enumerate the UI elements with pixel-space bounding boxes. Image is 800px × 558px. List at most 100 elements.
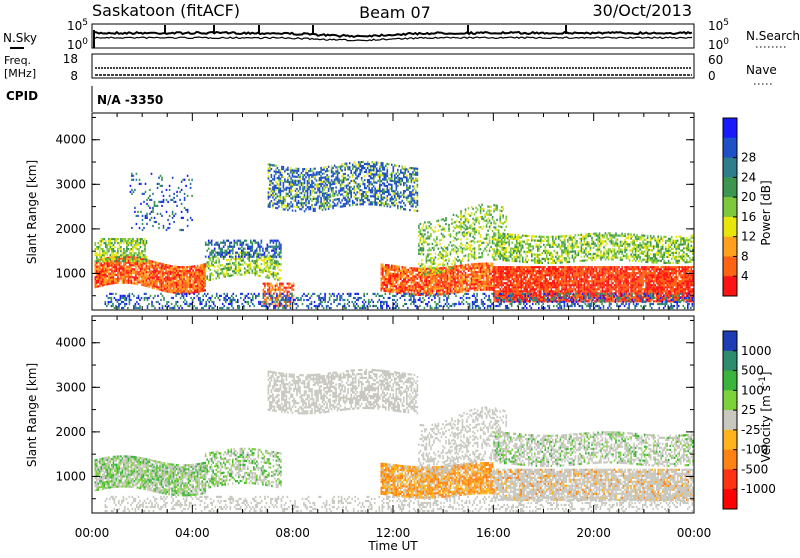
heatmap-cell [237,240,239,242]
heatmap-cell [179,268,181,270]
heatmap-cell [238,256,240,258]
heatmap-cell [326,168,328,170]
heatmap-cell [379,184,381,186]
heatmap-cell [486,212,488,214]
heatmap-cell [204,285,206,287]
heatmap-cell [206,250,208,252]
heatmap-cell [238,264,240,266]
heatmap-cell [152,283,154,285]
heatmap-cell [499,282,501,284]
heatmap-cell [149,266,151,268]
heatmap-cell [429,265,431,267]
heatmap-cell [447,255,449,257]
heatmap-cell [481,218,483,220]
heatmap-cell [495,300,497,302]
heatmap-cell [211,252,213,254]
heatmap-cell [471,254,473,256]
heatmap-cell [426,268,428,270]
heatmap-cell [114,250,116,252]
heatmap-cell [382,274,384,276]
heatmap-cell [108,240,110,242]
heatmap-cell [474,251,476,253]
heatmap-cell [332,187,334,189]
heatmap-cell [390,275,392,277]
heatmap-cell [371,189,373,191]
heatmap-cell [275,303,277,305]
heatmap-cell [258,267,260,269]
heatmap-cell [174,266,176,268]
heatmap-cell [107,250,109,252]
heatmap-cell [362,193,364,195]
heatmap-cell [466,238,468,240]
heatmap-cell [231,256,233,258]
heatmap-cell [474,247,476,249]
heatmap-cell [411,177,413,179]
heatmap-cell [344,167,346,169]
heatmap-cell [390,281,392,283]
heatmap-cell [325,182,327,184]
heatmap-cell [279,256,281,258]
heatmap-cell [279,279,281,281]
heatmap-cell [502,272,504,274]
heatmap-cell [528,270,530,272]
heatmap-cell [180,282,182,284]
heatmap-cell [126,274,128,276]
heatmap-cell [444,236,446,238]
heatmap-cell [409,289,411,291]
heatmap-cell [138,275,140,277]
heatmap-cell [275,287,277,289]
heatmap-cell [439,273,441,275]
heatmap-cell [144,283,146,285]
heatmap-cell [478,269,480,271]
heatmap-cell [102,254,104,256]
heatmap-cell [305,170,307,172]
heatmap-cell [402,200,404,202]
heatmap-cell [441,233,443,235]
heatmap-cell [433,259,435,261]
heatmap-cell [259,246,261,248]
heatmap-cell [381,285,383,287]
heatmap-cell [287,291,289,293]
heatmap-cell [415,178,417,180]
heatmap-cell [104,270,106,272]
heatmap-cell [448,224,450,226]
heatmap-cell [150,266,152,268]
heatmap-cell [107,267,109,269]
heatmap-cell [507,266,509,268]
heatmap-cell [408,291,410,293]
heatmap-cell [292,179,294,181]
heatmap-cell [319,183,321,185]
heatmap-cell [403,176,405,178]
heatmap-cell [276,283,278,285]
heatmap-cell [244,240,246,242]
heatmap-cell [95,244,97,246]
heatmap-cell [122,276,124,278]
heatmap-cell [359,163,361,165]
heatmap-cell [468,276,470,278]
heatmap-cell [259,267,261,269]
heatmap-cell [427,235,429,237]
heatmap-cell [147,267,149,269]
heatmap-cell [387,175,389,177]
heatmap-cell [347,188,349,190]
heatmap-cell [203,266,205,268]
heatmap-cell [356,197,358,199]
heatmap-cell [373,179,375,181]
heatmap-cell [132,254,134,256]
heatmap-cell [359,161,361,163]
heatmap-cell [276,244,278,246]
heatmap-cell [189,288,191,290]
heatmap-cell [492,287,494,289]
heatmap-cell [263,289,265,291]
heatmap-cell [231,268,233,270]
heatmap-cell [493,266,495,268]
heatmap-cell [423,225,425,227]
heatmap-cell [311,182,313,184]
heatmap-cell [456,232,458,234]
heatmap-cell [519,270,521,272]
heatmap-cell [129,266,131,268]
heatmap-cell [472,279,474,281]
heatmap-cell [352,168,354,170]
heatmap-cell [426,274,428,276]
heatmap-cell [391,273,393,275]
